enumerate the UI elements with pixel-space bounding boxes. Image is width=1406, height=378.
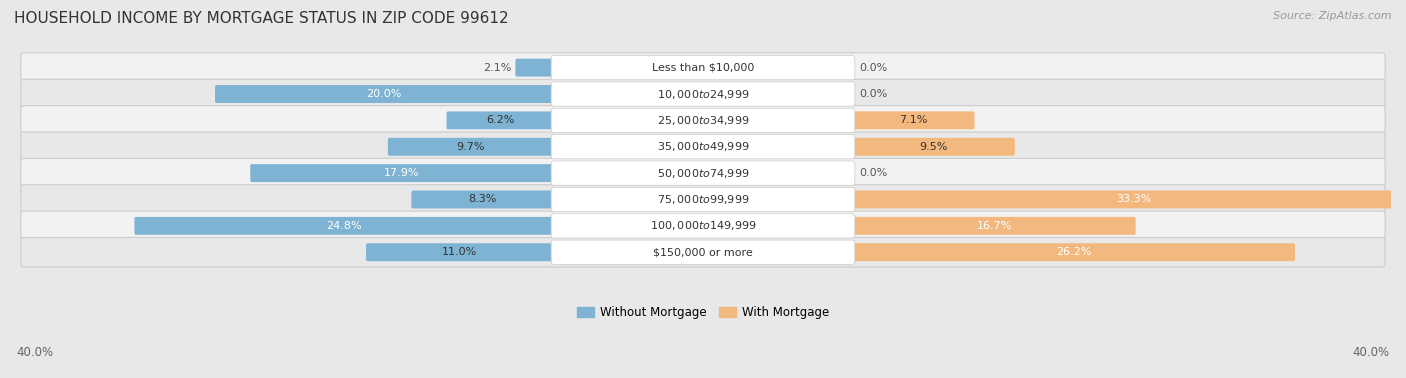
Text: 11.0%: 11.0% bbox=[441, 247, 477, 257]
Text: 26.2%: 26.2% bbox=[1056, 247, 1091, 257]
FancyBboxPatch shape bbox=[551, 135, 855, 159]
FancyBboxPatch shape bbox=[21, 211, 1385, 241]
FancyBboxPatch shape bbox=[447, 112, 554, 129]
Text: 20.0%: 20.0% bbox=[367, 89, 402, 99]
Text: 40.0%: 40.0% bbox=[17, 346, 53, 359]
Text: Source: ZipAtlas.com: Source: ZipAtlas.com bbox=[1274, 11, 1392, 21]
Text: 9.5%: 9.5% bbox=[920, 142, 948, 152]
FancyBboxPatch shape bbox=[551, 108, 855, 133]
Text: $25,000 to $34,999: $25,000 to $34,999 bbox=[657, 114, 749, 127]
FancyBboxPatch shape bbox=[852, 217, 1136, 235]
FancyBboxPatch shape bbox=[250, 164, 554, 182]
Text: Less than $10,000: Less than $10,000 bbox=[652, 63, 754, 73]
Text: 33.3%: 33.3% bbox=[1116, 195, 1152, 204]
Text: 2.1%: 2.1% bbox=[484, 63, 512, 73]
Legend: Without Mortgage, With Mortgage: Without Mortgage, With Mortgage bbox=[576, 306, 830, 319]
Text: 24.8%: 24.8% bbox=[326, 221, 361, 231]
Text: $50,000 to $74,999: $50,000 to $74,999 bbox=[657, 167, 749, 180]
Text: 8.3%: 8.3% bbox=[468, 195, 496, 204]
FancyBboxPatch shape bbox=[215, 85, 554, 103]
Text: 0.0%: 0.0% bbox=[859, 168, 887, 178]
Text: 6.2%: 6.2% bbox=[485, 115, 515, 125]
FancyBboxPatch shape bbox=[21, 185, 1385, 214]
Text: $10,000 to $24,999: $10,000 to $24,999 bbox=[657, 88, 749, 101]
Text: $35,000 to $49,999: $35,000 to $49,999 bbox=[657, 140, 749, 153]
FancyBboxPatch shape bbox=[551, 187, 855, 212]
FancyBboxPatch shape bbox=[21, 237, 1385, 267]
Text: 40.0%: 40.0% bbox=[1353, 346, 1389, 359]
FancyBboxPatch shape bbox=[551, 240, 855, 264]
FancyBboxPatch shape bbox=[21, 105, 1385, 135]
FancyBboxPatch shape bbox=[366, 243, 554, 261]
Text: 16.7%: 16.7% bbox=[976, 221, 1012, 231]
Text: $150,000 or more: $150,000 or more bbox=[654, 247, 752, 257]
Text: 17.9%: 17.9% bbox=[384, 168, 419, 178]
FancyBboxPatch shape bbox=[388, 138, 554, 156]
FancyBboxPatch shape bbox=[551, 82, 855, 106]
Text: 0.0%: 0.0% bbox=[859, 89, 887, 99]
Text: $75,000 to $99,999: $75,000 to $99,999 bbox=[657, 193, 749, 206]
FancyBboxPatch shape bbox=[21, 132, 1385, 161]
Text: 7.1%: 7.1% bbox=[900, 115, 928, 125]
Text: HOUSEHOLD INCOME BY MORTGAGE STATUS IN ZIP CODE 99612: HOUSEHOLD INCOME BY MORTGAGE STATUS IN Z… bbox=[14, 11, 509, 26]
FancyBboxPatch shape bbox=[551, 161, 855, 185]
Text: 9.7%: 9.7% bbox=[457, 142, 485, 152]
FancyBboxPatch shape bbox=[551, 214, 855, 238]
FancyBboxPatch shape bbox=[852, 191, 1406, 208]
Text: $100,000 to $149,999: $100,000 to $149,999 bbox=[650, 219, 756, 232]
FancyBboxPatch shape bbox=[412, 191, 554, 208]
FancyBboxPatch shape bbox=[852, 138, 1015, 156]
FancyBboxPatch shape bbox=[852, 243, 1295, 261]
FancyBboxPatch shape bbox=[21, 79, 1385, 109]
FancyBboxPatch shape bbox=[516, 59, 554, 77]
FancyBboxPatch shape bbox=[21, 53, 1385, 82]
FancyBboxPatch shape bbox=[135, 217, 554, 235]
Text: 0.0%: 0.0% bbox=[859, 63, 887, 73]
FancyBboxPatch shape bbox=[21, 158, 1385, 188]
FancyBboxPatch shape bbox=[852, 112, 974, 129]
FancyBboxPatch shape bbox=[551, 56, 855, 80]
